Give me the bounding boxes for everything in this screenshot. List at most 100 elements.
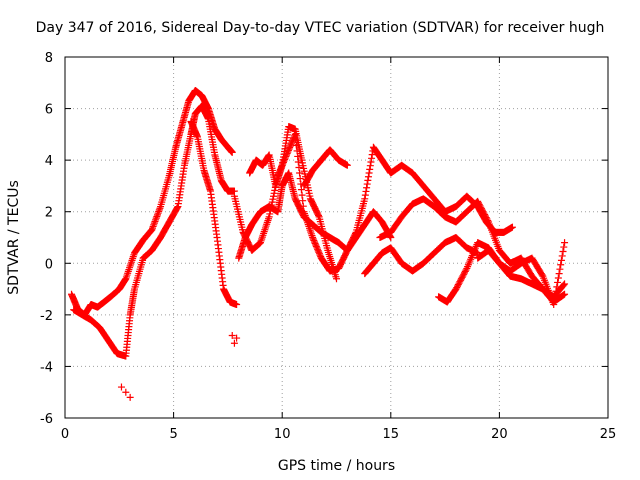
data-point: [457, 275, 465, 283]
series-layer: [68, 87, 569, 401]
data-point: [458, 273, 466, 281]
data-point: [479, 208, 487, 216]
data-point: [363, 180, 371, 188]
data-point: [299, 202, 307, 210]
data-point: [367, 158, 375, 166]
data-point: [554, 278, 562, 286]
data-point: [122, 388, 130, 396]
x-tick-label: 15: [383, 427, 400, 442]
y-tick-label: 8: [45, 51, 53, 66]
data-point: [343, 161, 351, 169]
x-tick-label: 10: [274, 427, 291, 442]
series-trace-l: [474, 239, 569, 309]
data-point: [149, 222, 157, 230]
data-point: [314, 245, 322, 253]
data-point: [280, 157, 288, 165]
y-tick-label: 0: [45, 257, 53, 272]
x-tick-label: 20: [491, 427, 508, 442]
data-point: [233, 334, 241, 342]
data-point: [551, 292, 559, 300]
y-tick-label: -6: [40, 412, 53, 427]
data-point: [295, 164, 303, 172]
data-point: [315, 248, 323, 256]
data-point: [277, 164, 285, 172]
data-point: [315, 212, 323, 220]
data-point: [291, 132, 299, 140]
data-point: [150, 219, 158, 227]
data-point: [278, 163, 286, 171]
data-point: [365, 169, 373, 177]
data-point: [150, 221, 158, 229]
data-point: [455, 279, 463, 287]
data-point: [288, 138, 296, 146]
data-point: [483, 215, 491, 223]
data-point: [561, 290, 569, 298]
data-point: [272, 180, 280, 188]
data-point: [552, 287, 560, 295]
data-point: [454, 282, 462, 290]
series-trace-i: [376, 195, 569, 301]
data-point: [230, 339, 238, 347]
y-axis-label: SDTVAR / TECUs: [6, 180, 22, 295]
data-point: [275, 169, 283, 177]
series-trace-c: [187, 117, 241, 309]
chart-title: Day 347 of 2016, Sidereal Day-to-day VTE…: [36, 20, 605, 36]
x-tick-label: 5: [169, 427, 177, 442]
data-point: [474, 197, 482, 205]
data-point: [480, 209, 488, 217]
series-trace-a: [68, 87, 236, 319]
data-point: [474, 199, 482, 207]
data-point: [281, 154, 289, 162]
data-point: [364, 173, 372, 181]
data-point: [538, 271, 546, 279]
data-point: [508, 223, 516, 231]
data-point: [550, 301, 558, 309]
x-axis-label: GPS time / hours: [278, 458, 395, 474]
data-point: [456, 278, 464, 286]
data-point: [292, 141, 300, 149]
data-point: [460, 269, 468, 277]
data-point: [270, 192, 278, 200]
data-point: [152, 216, 160, 224]
data-point: [315, 250, 323, 258]
series-trace-g: [300, 146, 351, 190]
y-tick-label: 2: [45, 206, 53, 221]
data-point: [311, 239, 319, 247]
data-point: [270, 189, 278, 197]
data-point: [273, 178, 281, 186]
data-point: [155, 206, 163, 214]
data-point: [462, 266, 470, 274]
data-point: [284, 148, 292, 156]
data-point: [117, 383, 125, 391]
data-point: [481, 212, 489, 220]
data-point: [481, 211, 489, 219]
data-point: [299, 197, 307, 205]
data-point: [362, 187, 370, 195]
data-point: [309, 235, 317, 243]
data-point: [460, 270, 468, 278]
data-point: [457, 276, 465, 284]
data-point: [559, 247, 567, 255]
data-point: [268, 198, 276, 206]
data-point: [293, 147, 301, 155]
data-point: [271, 183, 279, 191]
ticks: 0 5 10 15 20 25 -6 -4 -2 0 2 4 6 8: [40, 51, 616, 442]
data-point: [228, 148, 236, 156]
data-point: [461, 267, 469, 275]
data-point: [279, 158, 287, 166]
data-point: [553, 283, 561, 291]
data-point: [477, 203, 485, 211]
series-trace-h: [335, 143, 516, 254]
series-trace-e: [246, 123, 340, 283]
data-point: [351, 230, 359, 238]
data-point: [333, 275, 340, 283]
data-point: [298, 191, 306, 199]
data-point: [288, 139, 296, 147]
data-point: [153, 213, 161, 221]
data-point: [557, 261, 565, 269]
data-point: [152, 214, 160, 222]
data-point: [556, 265, 564, 273]
data-point: [555, 270, 563, 278]
data-point: [557, 256, 565, 264]
